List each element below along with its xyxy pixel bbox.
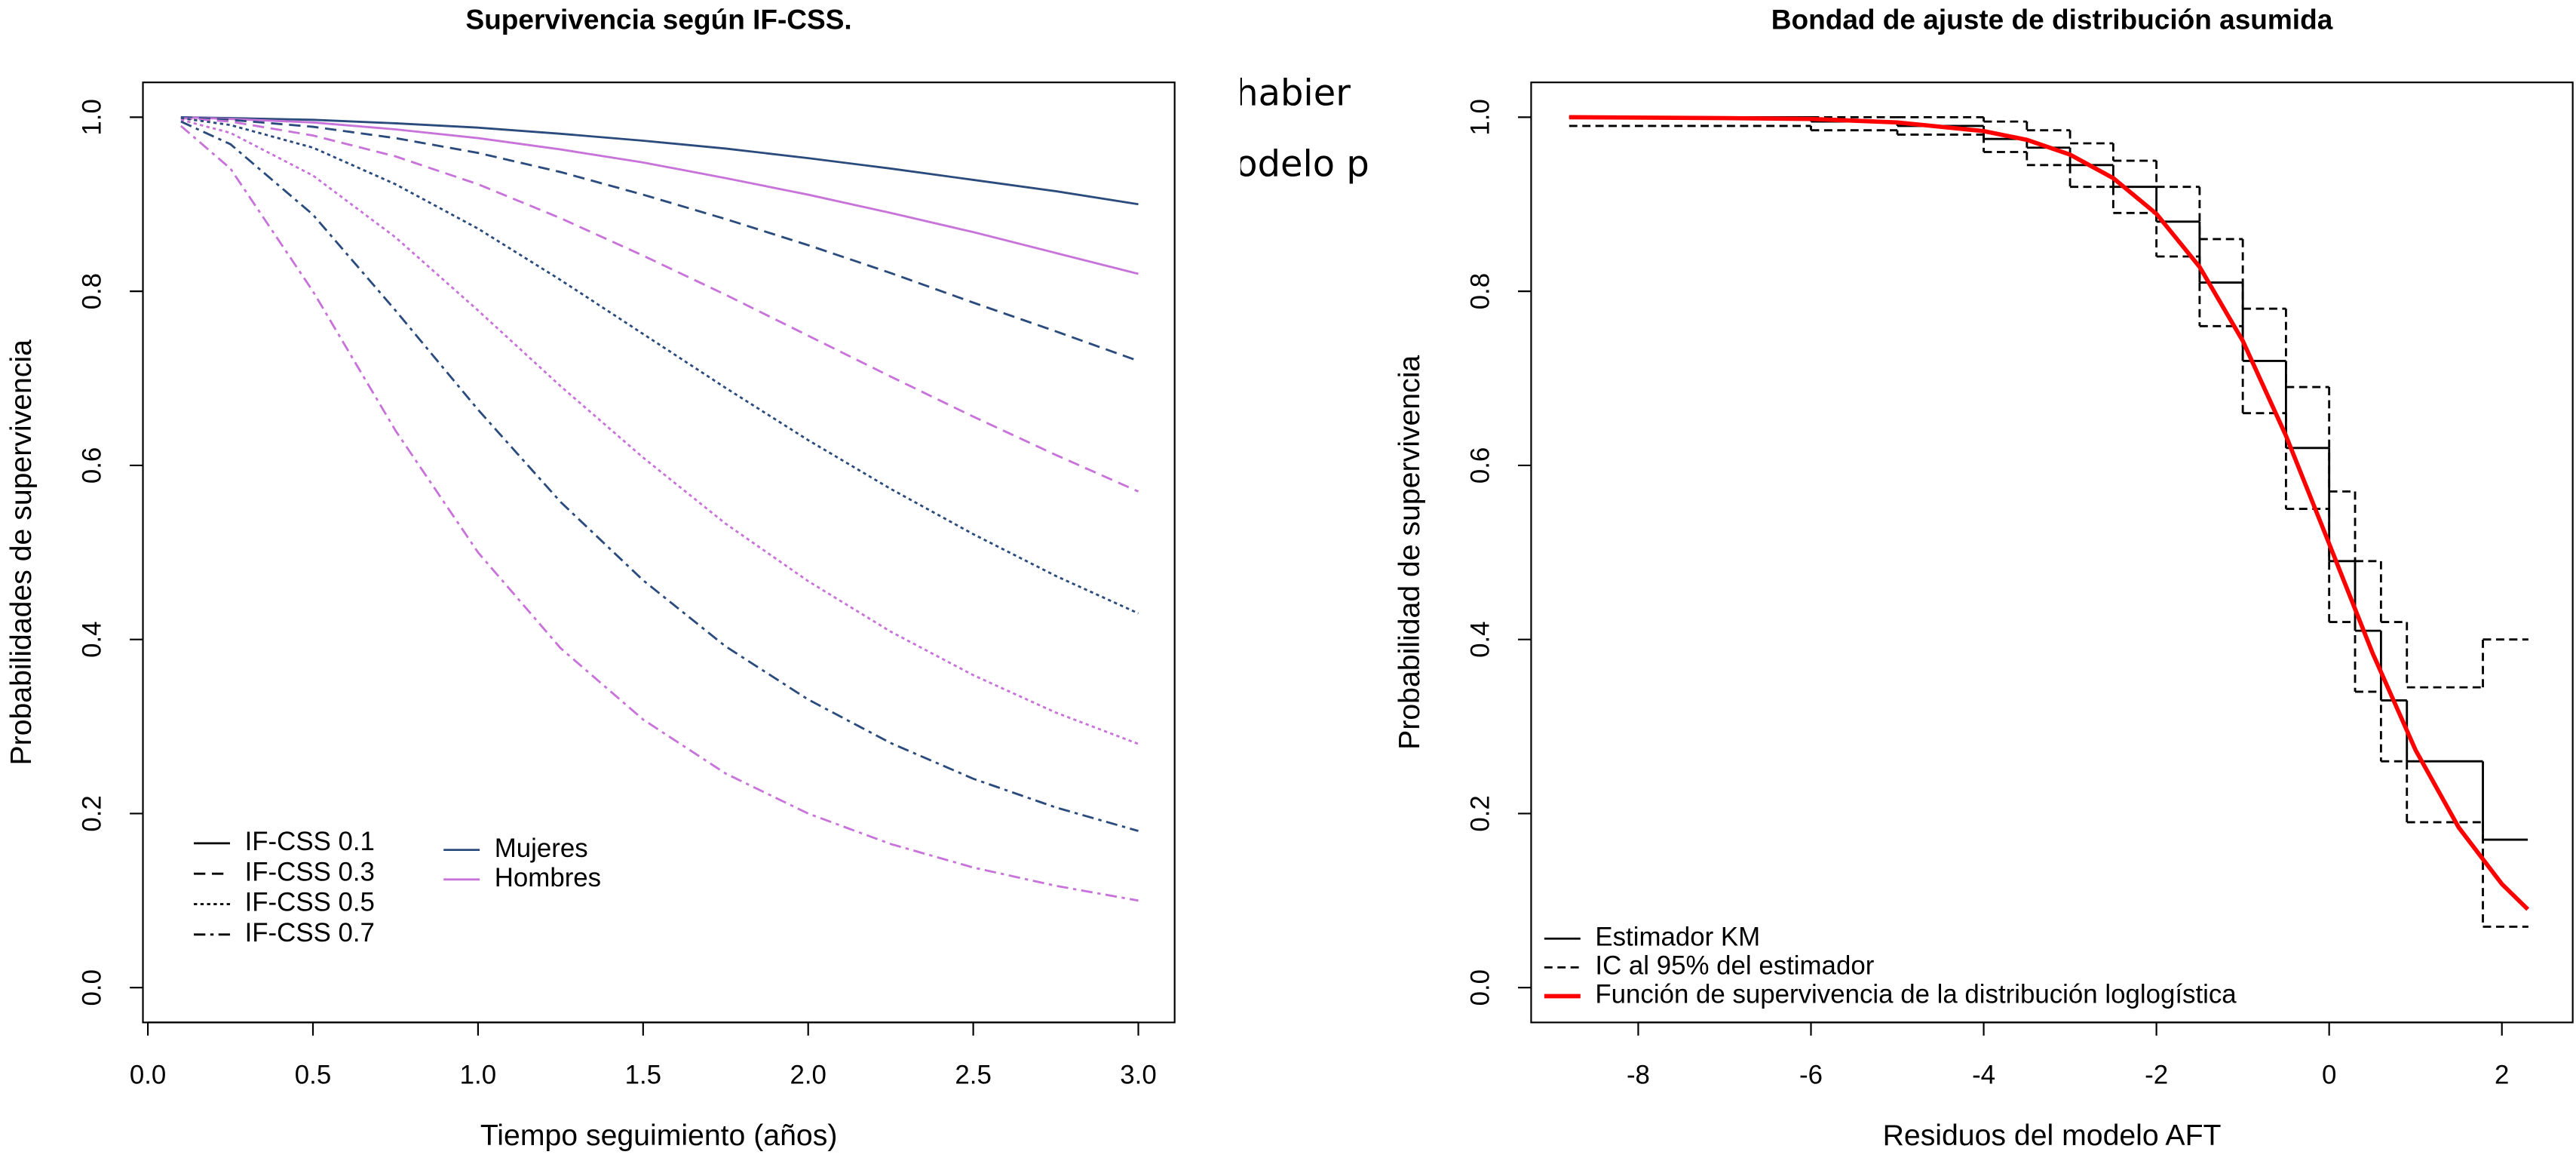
survival-curve	[180, 115, 1139, 206]
legend-label: Función de supervivencia de la distribuc…	[1595, 980, 2237, 1009]
chart-title: Supervivencia según IF-CSS.	[466, 3, 852, 35]
legend-label: Estimador KM	[1595, 922, 1760, 951]
y-tick-label: 0.0	[1465, 969, 1495, 1006]
y-axis-label: Probabilidad de supervivencia	[1394, 355, 1426, 750]
y-tick-label: 0.2	[77, 795, 106, 831]
x-tick-label: 2	[2495, 1060, 2509, 1089]
x-tick-label: -6	[1799, 1060, 1823, 1089]
y-tick-label: 1.0	[1465, 99, 1495, 135]
y-tick-label: 0.4	[1465, 621, 1495, 657]
x-tick-label: -4	[1972, 1060, 1995, 1089]
x-tick-label: 2.0	[790, 1060, 826, 1089]
fragment-text: odelo p	[1235, 143, 1369, 185]
y-tick-label: 0.0	[77, 969, 106, 1006]
y-tick-label: 0.6	[1465, 447, 1495, 484]
fragment-text: habier	[1235, 73, 1351, 115]
y-tick-label: 0.4	[77, 621, 106, 657]
legend-label: IC al 95% del estimador	[1595, 951, 1874, 981]
x-tick-label: 3.0	[1120, 1060, 1156, 1089]
y-tick-label: 1.0	[77, 99, 106, 135]
survival-curve	[180, 117, 1139, 493]
x-axis-label: Tiempo seguimiento (años)	[480, 1119, 838, 1152]
legend-label: IF-CSS 0.7	[245, 918, 375, 947]
y-tick-label: 0.6	[77, 447, 106, 484]
y-tick-label: 0.8	[77, 273, 106, 309]
y-tick-label: 0.2	[1465, 795, 1495, 831]
x-tick-label: -8	[1627, 1060, 1650, 1089]
survival-curve	[180, 115, 1139, 275]
y-tick-label: 0.8	[1465, 273, 1495, 309]
x-tick-label: 1.0	[460, 1060, 496, 1089]
survival-curve	[180, 120, 1139, 832]
survival-curve	[180, 117, 1139, 615]
survival-curve	[179, 124, 1139, 902]
x-tick-label: 0	[2322, 1060, 2336, 1089]
legend-label: IF-CSS 0.1	[245, 827, 375, 856]
plot-frame	[1530, 81, 2574, 1024]
legend-label: Mujeres	[495, 834, 588, 863]
background-fragments: habier odelo p	[1235, 73, 1369, 186]
x-tick-label: 0.5	[295, 1060, 331, 1089]
x-tick-label: 1.5	[625, 1060, 661, 1089]
survival-curve	[180, 118, 1139, 745]
legend-label: Hombres	[495, 863, 601, 892]
x-axis-label: Residuos del modelo AFT	[1883, 1119, 2222, 1152]
x-tick-label: 2.5	[955, 1060, 991, 1089]
legend-label: IF-CSS 0.5	[245, 888, 375, 917]
legend-label: IF-CSS 0.3	[245, 857, 375, 886]
survival-curve	[180, 115, 1139, 362]
fitted-curve	[1569, 115, 2530, 911]
x-tick-label: -2	[2145, 1060, 2168, 1089]
x-tick-label: 0.0	[130, 1060, 166, 1089]
chart-title: Bondad de ajuste de distribución asumida	[1771, 3, 2333, 35]
y-axis-label: Probabilidades de supervivencia	[5, 339, 38, 766]
